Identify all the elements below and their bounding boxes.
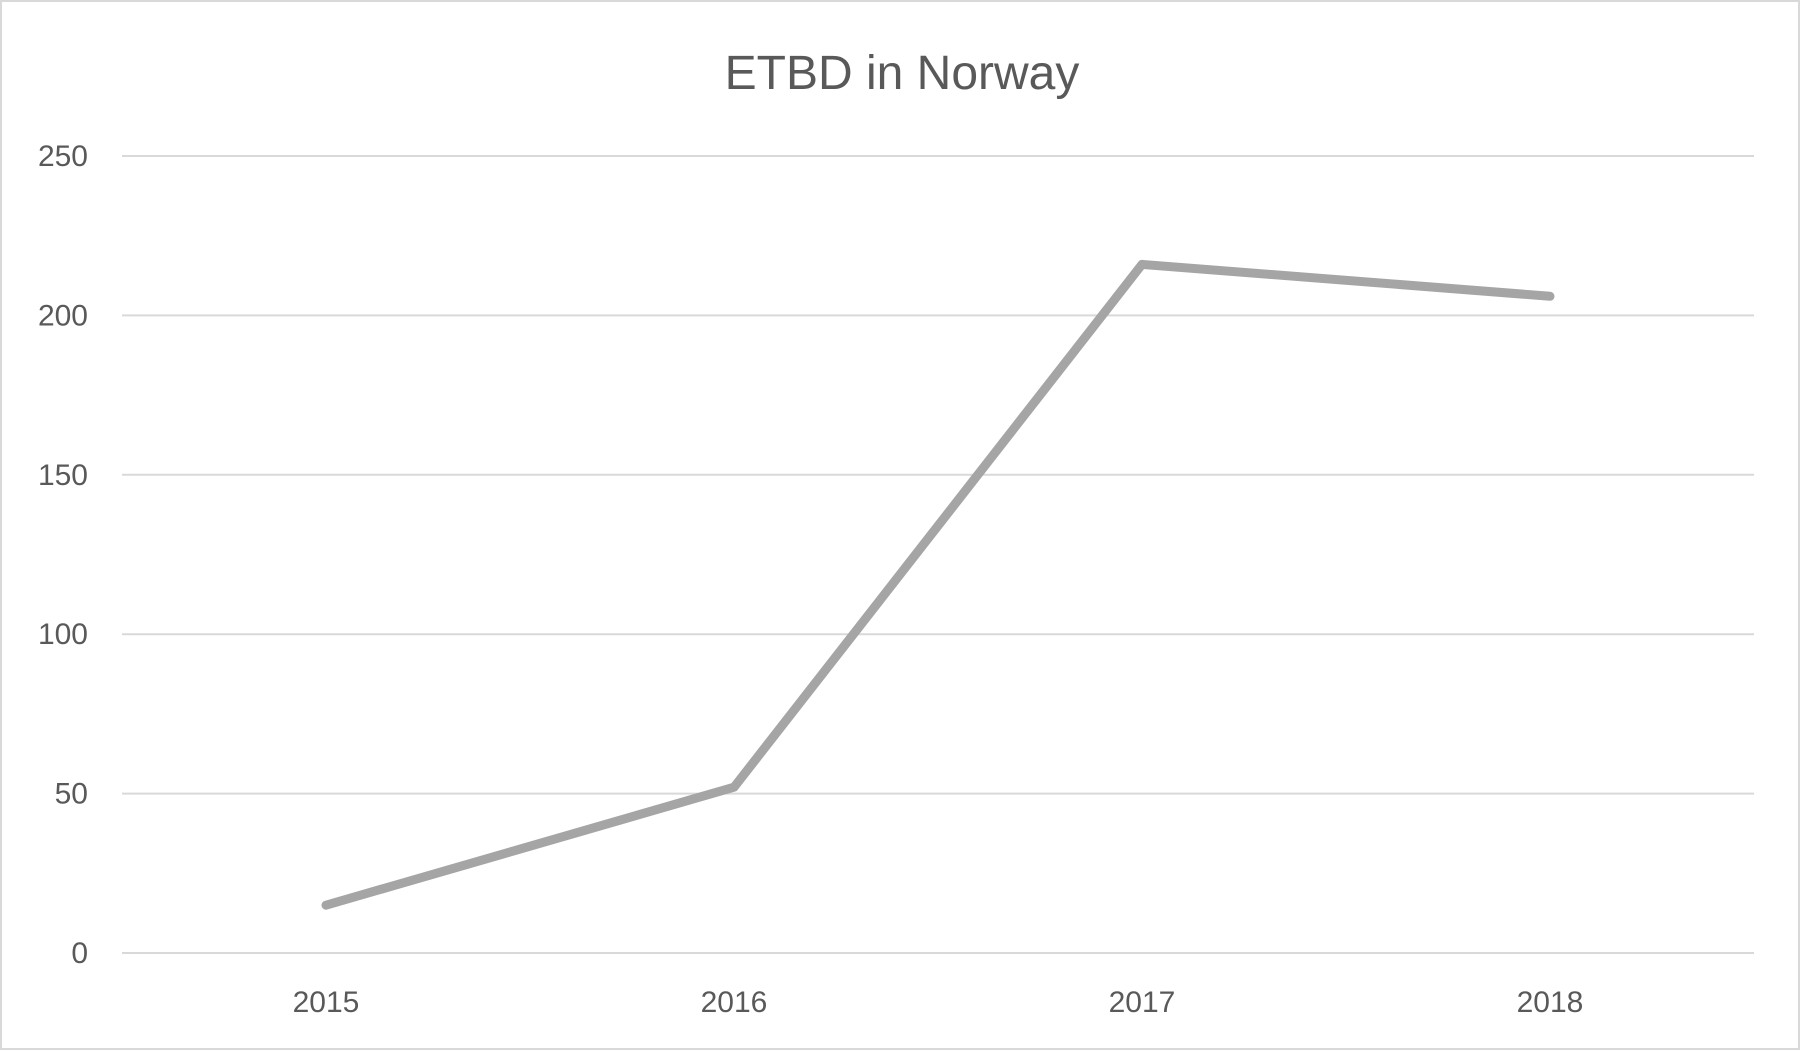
y-tick-label: 200 [38,299,88,332]
x-tick-label: 2017 [1109,986,1176,1019]
y-axis-ticks: 0 50 100 150 200 250 [38,140,88,970]
y-tick-label: 50 [55,778,88,811]
chart-title: ETBD in Norway [725,47,1080,100]
x-axis-ticks: 2015 2016 2017 2018 [293,986,1584,1019]
x-tick-label: 2016 [701,986,768,1019]
y-tick-label: 0 [71,937,88,970]
series-line [326,264,1550,905]
y-tick-label: 250 [38,140,88,173]
x-tick-label: 2018 [1517,986,1584,1019]
x-tick-label: 2015 [293,986,360,1019]
gridlines [122,156,1754,953]
series-layer [326,264,1550,905]
y-tick-label: 150 [38,459,88,492]
y-tick-label: 100 [38,618,88,651]
